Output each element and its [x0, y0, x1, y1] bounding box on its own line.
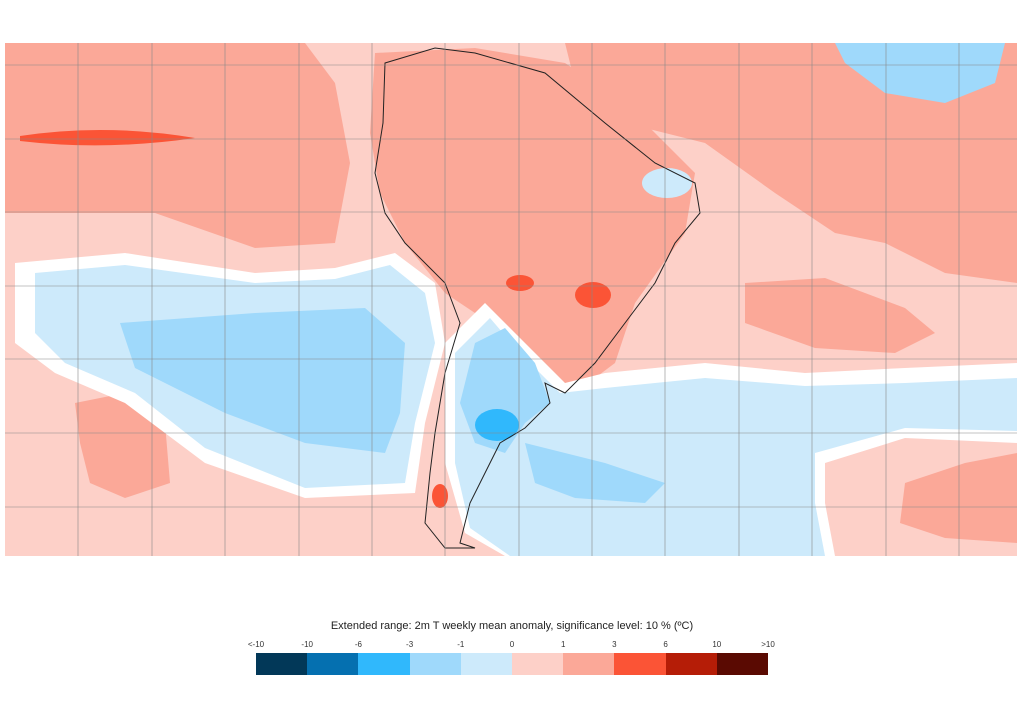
legend-tick-label: >10 [761, 640, 775, 649]
strong-warm-spot-patagonia [432, 484, 448, 508]
warm-region-north-pacific [5, 43, 350, 248]
legend-tick-label: 6 [663, 640, 668, 649]
legend-colorbar [256, 653, 769, 675]
warm-region-south-america [370, 48, 695, 393]
legend-swatch [460, 653, 513, 675]
legend-swatch [563, 653, 615, 675]
legend-tick-label: 3 [612, 640, 617, 649]
cold-core-south-atlantic [525, 443, 665, 503]
legend-swatch [358, 653, 410, 675]
legend-swatch [512, 653, 564, 675]
legend-ticks: <-10 -10 -6 -3 -1 0 1 3 6 10 >10 [248, 640, 775, 652]
south-america-coastline [374, 47, 701, 549]
anomaly-map [5, 43, 1017, 556]
legend-tick-label: -1 [457, 640, 465, 649]
legend-tick-label: -10 [301, 640, 313, 649]
cold-region-caribbean [835, 43, 1005, 103]
legend-tick-label: 10 [712, 640, 722, 649]
strong-cold-spot [475, 409, 519, 441]
warm-region-atlantic-mid [745, 278, 935, 353]
legend-swatch [716, 653, 769, 675]
legend-swatch [665, 653, 717, 675]
warm-region-atlantic-north [565, 43, 1017, 283]
cold-spot-northeast-brazil [642, 168, 692, 198]
legend-tick-label: -6 [354, 640, 362, 649]
legend-tick-label: -3 [406, 640, 414, 649]
graticule [5, 43, 1017, 556]
legend-tick-label: <-10 [247, 640, 265, 649]
strong-warm-band [20, 129, 195, 146]
strong-warm-spot-brazil [575, 282, 611, 308]
legend-swatch [307, 653, 359, 675]
legend-tick-label: 1 [560, 640, 566, 649]
legend-title: Extended range: 2m T weekly mean anomaly… [330, 620, 694, 632]
legend-swatch [256, 653, 308, 675]
strong-warm-spot-paraguay [506, 275, 534, 291]
warm-region-south-atlantic-east [900, 453, 1017, 543]
legend-tick-label: 0 [509, 640, 515, 649]
warm-region-southeast-pacific [75, 393, 170, 498]
cold-core-south-pacific [120, 308, 405, 453]
legend-swatch [409, 653, 461, 675]
legend-swatch [614, 653, 666, 675]
